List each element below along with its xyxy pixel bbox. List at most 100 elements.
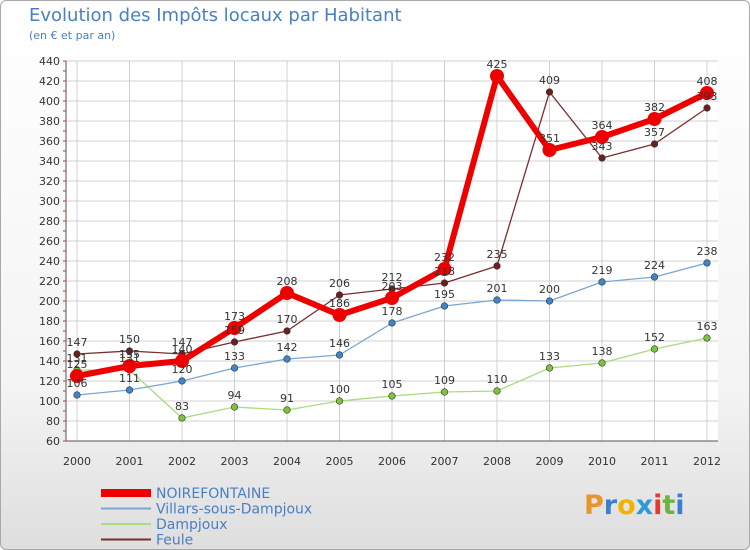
data-point (440, 388, 449, 396)
data-point (122, 359, 137, 373)
logo-letter: i (653, 490, 663, 521)
y-tick-label: 80 (46, 415, 60, 428)
legend-label: Dampjoux (156, 517, 228, 533)
x-tick-label: 2007 (431, 455, 459, 468)
proxiti-logo: Proxiti (584, 490, 685, 521)
y-tick-label: 320 (39, 175, 60, 188)
y-tick-label: 280 (39, 215, 60, 228)
data-point (650, 273, 659, 281)
data-point (650, 140, 659, 148)
data-label: 106 (67, 377, 88, 390)
data-label: 409 (539, 74, 560, 87)
data-point (280, 286, 294, 300)
x-tick-label: 2006 (378, 455, 406, 468)
logo-letter: r (603, 490, 618, 521)
data-label: 120 (172, 363, 193, 376)
data-label: 219 (592, 264, 613, 277)
y-tick-label: 300 (39, 195, 60, 208)
data-label: 195 (434, 288, 455, 301)
data-point (700, 86, 714, 100)
data-label: 133 (539, 350, 560, 363)
data-label: 235 (487, 248, 508, 261)
data-point (125, 347, 134, 355)
data-point (440, 302, 449, 310)
x-tick-label: 2011 (641, 455, 669, 468)
data-label: 105 (382, 378, 403, 391)
y-tick-label: 220 (39, 275, 60, 288)
data-point (545, 88, 554, 96)
y-tick-label: 120 (39, 375, 60, 388)
data-point (490, 69, 504, 83)
legend-label: NOIREFONTAINE (156, 486, 270, 502)
y-tick-label: 260 (39, 235, 60, 248)
data-label: 364 (592, 119, 613, 132)
x-tick-label: 2004 (273, 455, 301, 468)
data-point (227, 321, 242, 335)
data-point (335, 397, 344, 405)
data-label: 138 (592, 345, 613, 358)
data-label: 94 (228, 389, 242, 402)
data-point (230, 364, 239, 372)
data-point (703, 334, 711, 342)
x-tick-label: 2012 (693, 455, 721, 468)
y-tick-label: 400 (39, 95, 60, 108)
data-point (230, 338, 239, 346)
data-point (73, 350, 81, 358)
data-point (598, 154, 606, 162)
data-point (545, 364, 554, 372)
data-point (335, 351, 344, 359)
data-label: 208 (277, 275, 298, 288)
data-label: 178 (382, 305, 403, 318)
data-point (230, 403, 239, 411)
x-tick-label: 2008 (483, 455, 511, 468)
data-label: 351 (539, 132, 560, 145)
data-label: 232 (434, 251, 455, 264)
data-point (598, 278, 606, 286)
logo-letter: t (662, 490, 676, 521)
data-label: 140 (172, 343, 193, 356)
data-label: 131 (67, 352, 88, 365)
x-tick-label: 2010 (588, 455, 616, 468)
data-label: 238 (697, 245, 718, 258)
x-tick-label: 2002 (168, 455, 196, 468)
data-point (440, 279, 449, 287)
data-label: 173 (224, 310, 245, 323)
data-label: 100 (329, 383, 350, 396)
data-label: 91 (280, 392, 294, 405)
data-label: 408 (697, 75, 718, 88)
data-label: 142 (277, 341, 298, 354)
chart-subtitle: (en € et par an) (29, 29, 116, 42)
data-label: 131 (119, 352, 140, 365)
y-tick-label: 100 (39, 395, 60, 408)
data-point (647, 112, 662, 126)
data-point (70, 369, 84, 383)
data-label: 425 (487, 58, 508, 71)
x-tick-label: 2000 (63, 455, 91, 468)
x-tick-label: 2001 (116, 455, 144, 468)
data-point (598, 359, 606, 367)
chart-title: Evolution des Impôts locaux par Habitant (29, 5, 402, 26)
data-point (283, 355, 291, 363)
data-point (332, 308, 347, 322)
data-label: 110 (487, 373, 508, 386)
logo-letter: o (617, 490, 636, 521)
logo-letter: i (675, 490, 685, 521)
data-label: 357 (644, 126, 665, 139)
data-point (335, 291, 344, 299)
data-point (385, 291, 399, 305)
data-label: 212 (382, 271, 403, 284)
data-point (493, 387, 501, 395)
data-point (493, 296, 501, 304)
y-tick-label: 440 (39, 55, 60, 68)
x-tick-label: 2003 (221, 455, 249, 468)
data-label: 201 (487, 282, 508, 295)
data-point (175, 354, 189, 368)
data-label: 111 (119, 372, 140, 385)
data-label: 382 (644, 101, 665, 114)
y-tick-label: 340 (39, 155, 60, 168)
y-tick-label: 180 (39, 315, 60, 328)
data-label: 218 (434, 265, 455, 278)
data-point (650, 345, 659, 353)
data-point (703, 259, 711, 267)
